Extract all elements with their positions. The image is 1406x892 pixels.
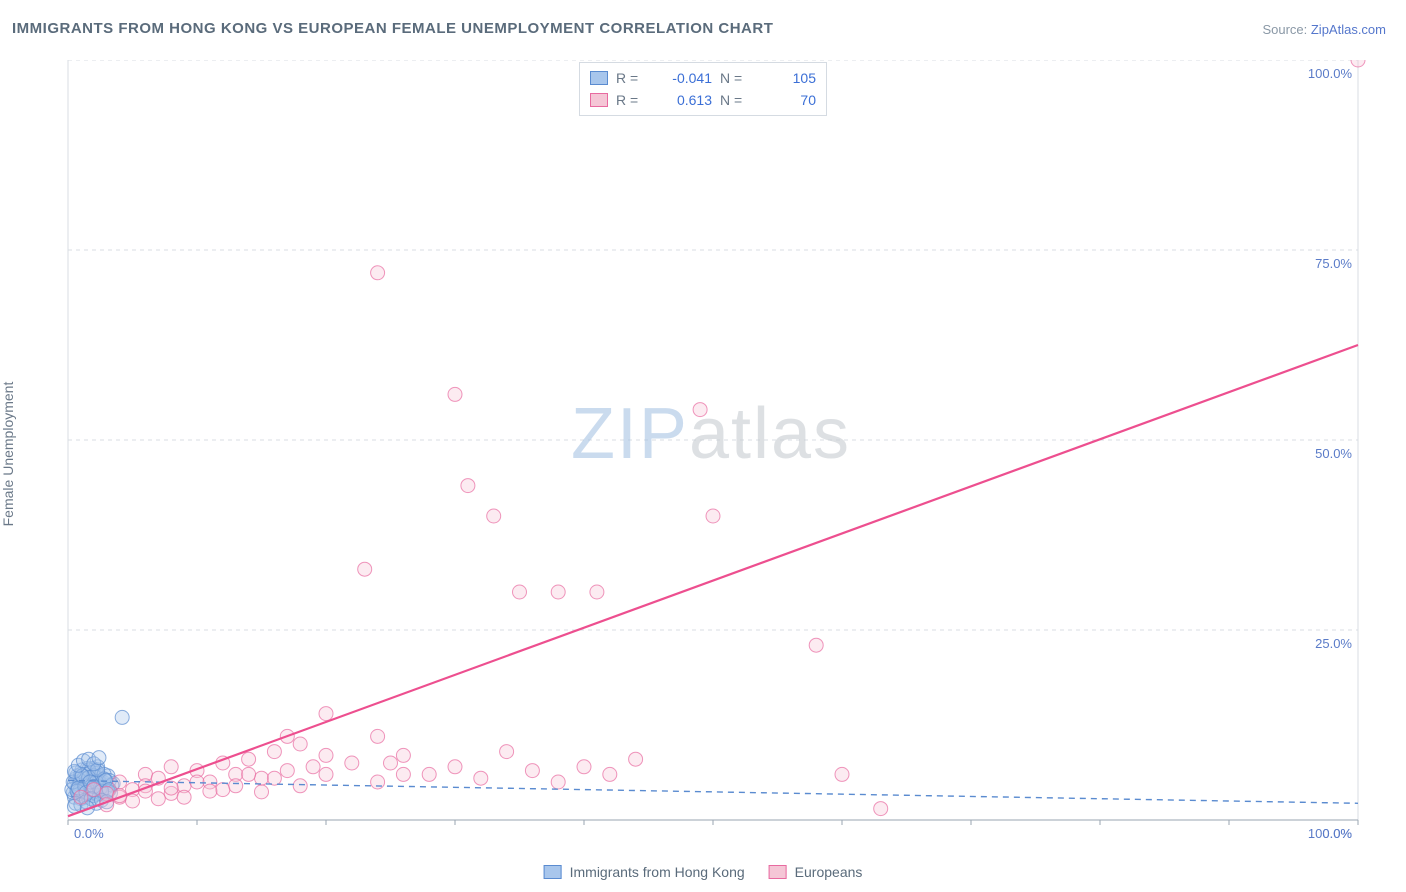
source-attribution: Source: ZipAtlas.com: [1262, 22, 1386, 37]
legend-row-hongkong: R = -0.041 N = 105: [590, 67, 816, 89]
legend-r-value: -0.041: [654, 70, 712, 86]
legend-n-value: 105: [758, 70, 816, 86]
legend-n-label: N =: [720, 70, 750, 86]
svg-text:75.0%: 75.0%: [1315, 256, 1352, 271]
series-legend-item-hongkong: Immigrants from Hong Kong: [544, 864, 745, 880]
chart-plot-area: ZIPatlas 0.0%25.0%50.0%75.0%100.0%0.0%10…: [46, 60, 1376, 840]
source-link[interactable]: ZipAtlas.com: [1311, 22, 1386, 37]
series-legend-label: Europeans: [795, 864, 863, 880]
svg-text:0.0%: 0.0%: [74, 826, 104, 840]
source-prefix: Source:: [1262, 22, 1310, 37]
legend-swatch: [769, 865, 787, 879]
correlation-legend: R = -0.041 N = 105 R = 0.613 N = 70: [579, 62, 827, 116]
legend-row-europeans: R = 0.613 N = 70: [590, 89, 816, 111]
legend-swatch: [590, 93, 608, 107]
legend-swatch: [590, 71, 608, 85]
chart-svg: 0.0%25.0%50.0%75.0%100.0%0.0%100.0%: [46, 60, 1376, 840]
svg-text:50.0%: 50.0%: [1315, 446, 1352, 461]
svg-text:100.0%: 100.0%: [1308, 826, 1353, 840]
chart-title: IMMIGRANTS FROM HONG KONG VS EUROPEAN FE…: [12, 20, 773, 37]
legend-n-label: N =: [720, 92, 750, 108]
series-legend-label: Immigrants from Hong Kong: [570, 864, 745, 880]
legend-n-value: 70: [758, 92, 816, 108]
legend-swatch: [544, 865, 562, 879]
svg-text:25.0%: 25.0%: [1315, 636, 1352, 651]
legend-r-value: 0.613: [654, 92, 712, 108]
legend-r-label: R =: [616, 70, 646, 86]
svg-text:100.0%: 100.0%: [1308, 66, 1353, 81]
series-legend-item-europeans: Europeans: [769, 864, 863, 880]
series-legend: Immigrants from Hong Kong Europeans: [544, 864, 863, 880]
legend-r-label: R =: [616, 92, 646, 108]
y-axis-label: Female Unemployment: [0, 382, 16, 527]
